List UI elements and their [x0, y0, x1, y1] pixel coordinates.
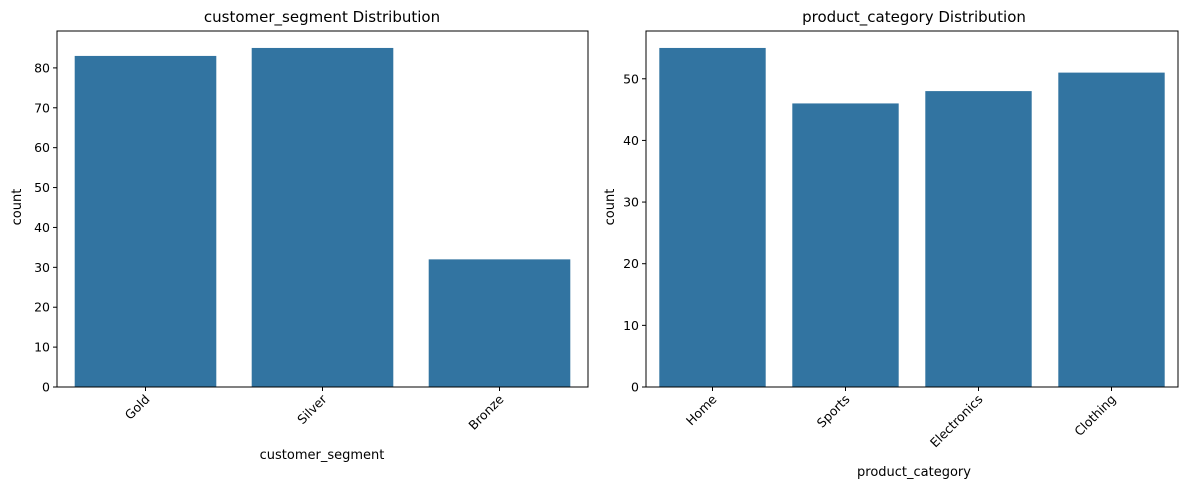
x-tick-label: Sports — [814, 392, 853, 431]
y-axis-label: count — [10, 189, 25, 226]
y-tick-label: 30 — [623, 195, 639, 210]
bar — [1058, 72, 1165, 388]
y-tick-label: 50 — [623, 71, 639, 86]
x-tick-label: Silver — [294, 391, 330, 427]
y-tick-label: 40 — [34, 220, 50, 235]
y-tick-label: 10 — [623, 318, 639, 333]
chart-title: customer_segment Distribution — [204, 8, 440, 27]
x-tick-label: Bronze — [465, 391, 506, 432]
y-tick-label: 10 — [34, 340, 50, 355]
y-tick-label: 70 — [34, 100, 50, 115]
y-tick-label: 0 — [42, 380, 50, 395]
y-tick-label: 20 — [623, 256, 639, 271]
bar — [74, 55, 217, 388]
x-axis-label: customer_segment — [260, 448, 385, 463]
y-tick-label: 0 — [631, 380, 639, 395]
x-tick-label: Gold — [122, 392, 153, 423]
x-tick-label: Electronics — [927, 392, 986, 451]
y-tick-label: 80 — [34, 60, 50, 75]
y-tick-label: 60 — [34, 140, 50, 155]
x-axis-label: product_category — [857, 465, 971, 480]
y-tick-label: 20 — [34, 300, 50, 315]
bar — [428, 259, 571, 387]
y-tick-label: 50 — [34, 180, 50, 195]
bar — [659, 47, 766, 387]
x-tick-label: Home — [683, 391, 720, 428]
bar — [925, 91, 1032, 388]
bar — [251, 47, 394, 387]
y-axis-label: count — [603, 189, 618, 226]
y-tick-label: 30 — [34, 260, 50, 275]
x-tick-label: Clothing — [1071, 392, 1118, 439]
chart-title: product_category Distribution — [802, 8, 1026, 27]
plot-frame — [645, 30, 1179, 388]
chart-product-category: product_category Distribution product_ca… — [603, 8, 1179, 480]
chart-customer-segment: customer_segment Distribution customer_s… — [10, 8, 589, 463]
y-tick-label: 40 — [623, 133, 639, 148]
bar — [792, 103, 899, 388]
